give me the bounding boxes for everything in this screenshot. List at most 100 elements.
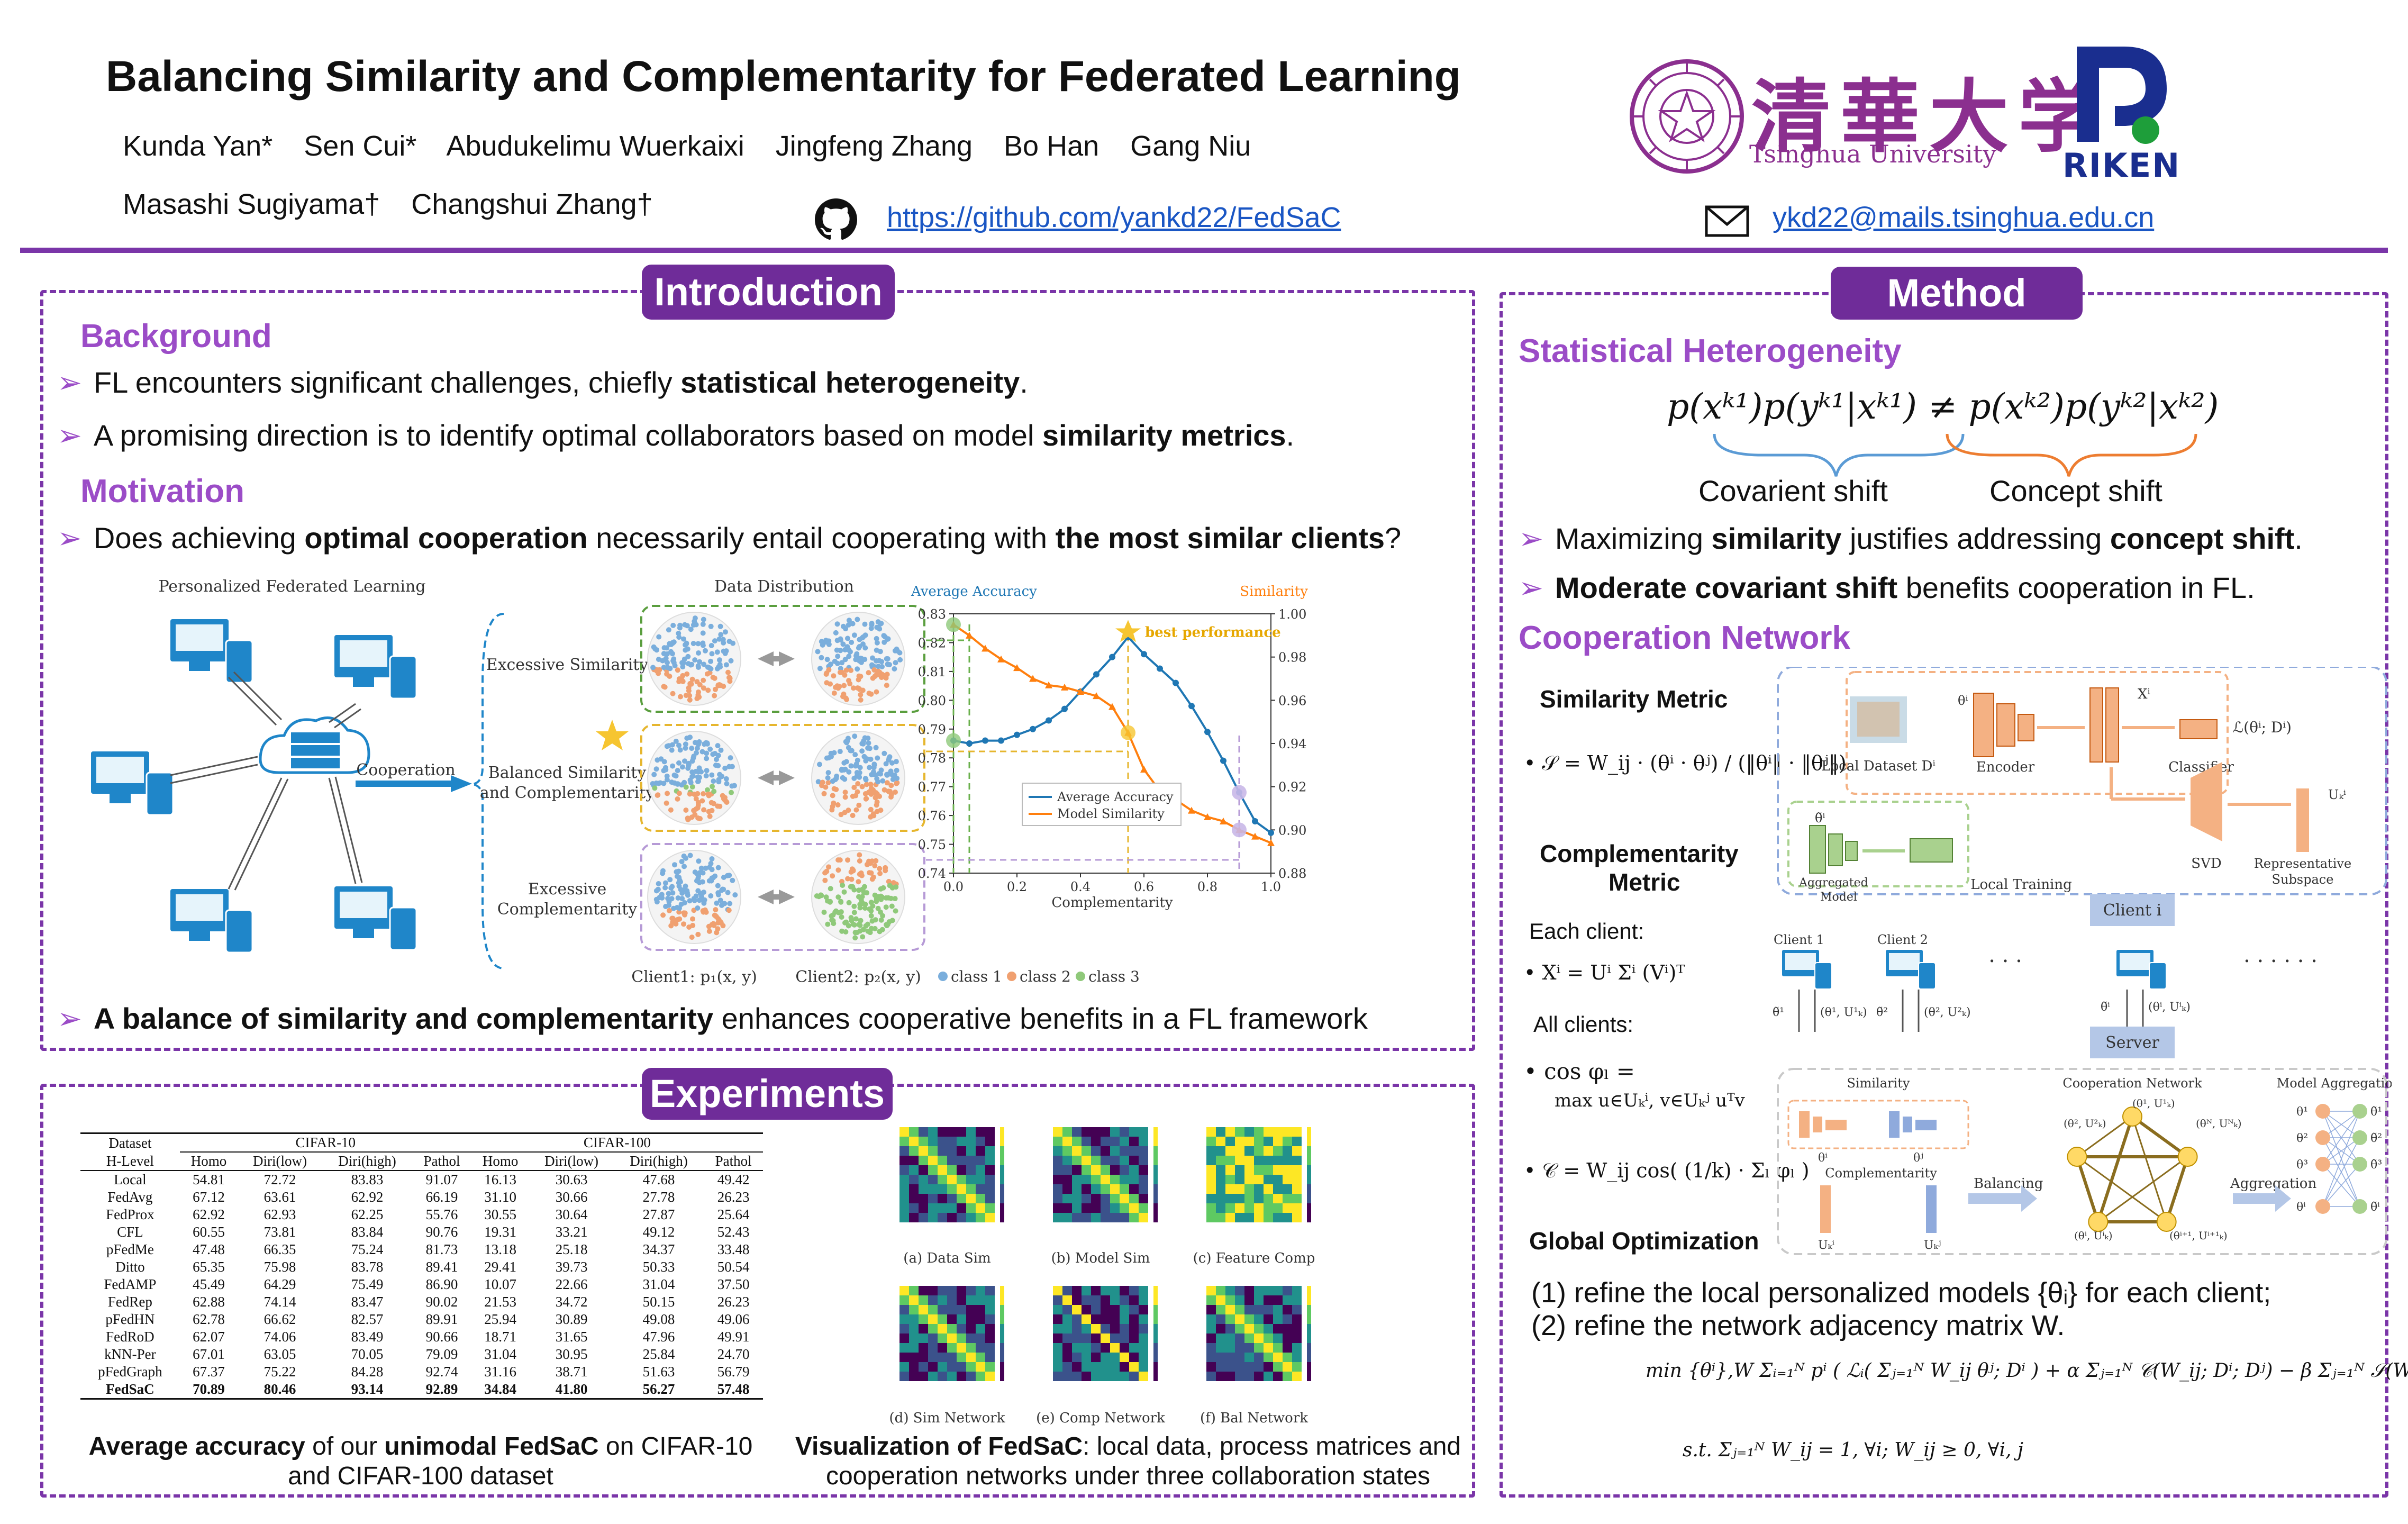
table-cell: 30.63 [555,1172,588,1187]
data-dot [718,747,724,753]
table-cell: 29.41 [484,1259,516,1275]
heatmap-cell [1235,1362,1244,1372]
colorbar-segment [1153,1203,1158,1222]
heatmap-cell [919,1165,928,1175]
series-point [1045,681,1052,688]
heatmap-cell [1129,1324,1139,1334]
each-client-label: Each client: [1529,919,1644,944]
heatmap-cell [1053,1324,1062,1334]
colorbar-segment [1153,1127,1158,1146]
shift-braces [1713,433,2197,477]
data-dot [862,735,868,741]
data-dot [842,672,848,678]
text-bold: the most similar clients [1055,521,1385,555]
heatmap-cell [1254,1372,1264,1381]
heatmap-cell [1139,1353,1148,1362]
data-dot [676,883,682,889]
y-tick-label: 0.80 [918,693,946,708]
data-dot [860,634,866,640]
data-dot [850,868,856,874]
heatmap-cell [957,1194,966,1203]
heatmap-cell [947,1295,957,1305]
data-dot [840,641,846,647]
data-dot [843,759,849,765]
heatmap-cell [1264,1184,1273,1194]
cos-formula-a: • cos φₗ = [1524,1058,1635,1084]
subspace-block [2296,788,2309,852]
data-dot [825,770,831,776]
data-dot [723,648,729,654]
data-dot [681,779,687,785]
heatmap-cell [909,1353,919,1362]
heatmap-cell [1101,1343,1110,1353]
col-header: Diri(high) [338,1153,396,1169]
data-dot [701,661,707,667]
dots-2: · · · · · · [2243,949,2318,974]
heatmap-cell [976,1213,985,1222]
heatmap-cell [1129,1146,1139,1156]
data-dot [888,895,894,901]
data-dot [670,622,676,628]
heatmap-cell [1235,1213,1244,1222]
heatmap-cell [1235,1184,1244,1194]
heatmap-cell [1273,1194,1283,1203]
data-dot [709,922,715,928]
heatmap-cell [1091,1137,1101,1146]
heatmap-cell [1053,1286,1062,1295]
heatmap-cell [1072,1305,1082,1314]
table-cell: 62.07 [193,1329,225,1345]
heatmap-cell [909,1213,919,1222]
data-dot [675,667,680,673]
data-dot [855,616,860,622]
data-dot [894,775,900,781]
heatmap-cell [1101,1137,1110,1146]
colorbar-segment [1307,1146,1311,1165]
heatmap-cell [1225,1175,1235,1184]
heatmap-cell [1101,1362,1110,1372]
heatmap-cell [1110,1324,1120,1334]
heatmap-cell [1053,1184,1062,1194]
data-dot [653,766,659,772]
heatmap-cell [1254,1156,1264,1165]
data-dot [732,783,737,788]
heatmap-cell [928,1314,938,1324]
colorbar-segment [1307,1362,1311,1381]
agg-input-label: θ² [2296,1132,2308,1145]
series-point [1029,675,1037,682]
method-bullet-2: ➢ Moderate covariant shift benefits coope… [1519,570,2255,605]
heatmap-cell [966,1286,976,1295]
data-dot [887,883,893,888]
data-dot [681,910,687,916]
data-dot [857,637,862,642]
heatmap-cell [1216,1203,1225,1213]
heatmap-cell [1120,1324,1129,1334]
table-cell: 74.06 [263,1329,296,1345]
data-dot [852,935,858,941]
heatmap-cell [1120,1353,1129,1362]
client2-label: Client2: p₂(x, y) [795,968,921,986]
table-cell: 74.14 [263,1294,296,1310]
data-dot [830,793,835,799]
heatmap-cell [1062,1343,1072,1353]
github-link[interactable]: https://github.com/yankd22/FedSaC [887,202,1341,233]
heatmap-cell [899,1175,909,1184]
data-dot [829,754,834,759]
data-dot [715,743,721,749]
data-dot [855,666,860,672]
heatmap-cell [947,1127,957,1137]
data-dot [701,909,706,915]
data-dot [687,697,693,703]
table-cell: 51.63 [642,1364,675,1380]
heatmap-cell [966,1156,976,1165]
heatmap-cell [1120,1203,1129,1213]
heatmap-cell [1273,1175,1283,1184]
heatmap-cell [1072,1334,1082,1343]
data-dot [828,661,833,667]
data-dot [722,901,728,906]
data-dot [670,763,676,769]
email-link[interactable]: ykd22@mails.tsinghua.edu.cn [1773,202,2155,233]
intro-bullet-2: ➢ A promising direction is to identify op… [57,418,1294,453]
data-dot [883,868,888,874]
heatmap-cell [1101,1156,1110,1165]
heatmap-cell [1091,1203,1101,1213]
